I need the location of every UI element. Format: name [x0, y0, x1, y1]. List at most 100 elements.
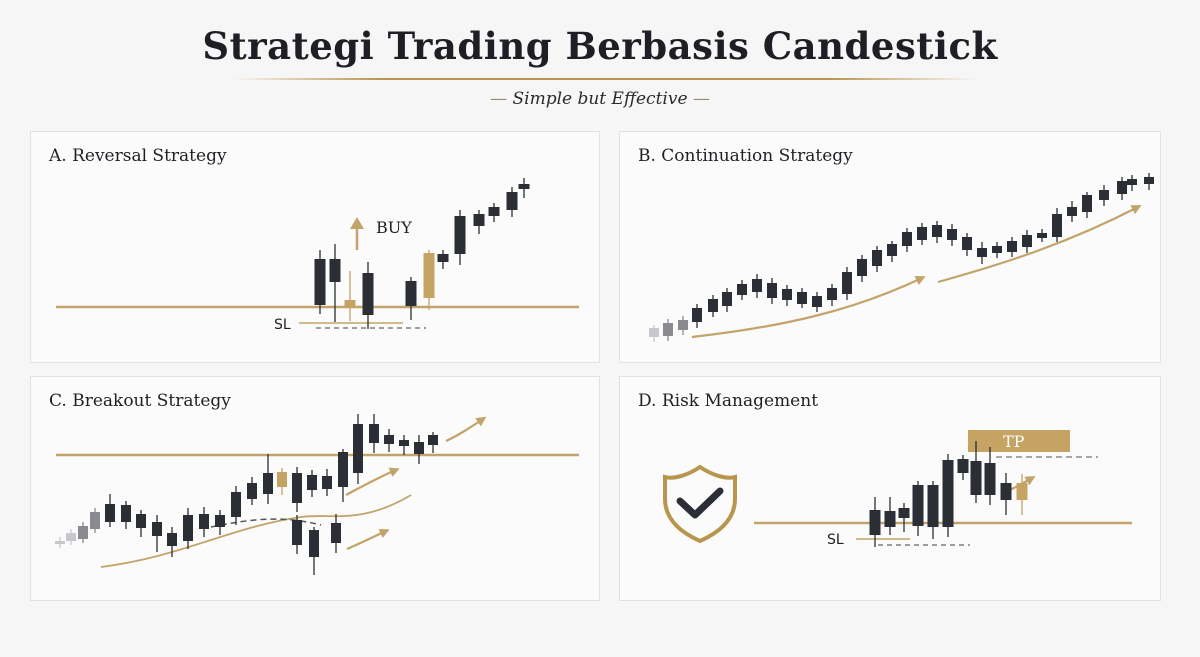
candle-body [722, 292, 732, 306]
continuation-strategy-diagram [649, 173, 1154, 342]
candle-body [917, 227, 927, 240]
breakout-strategy-diagram [55, 414, 579, 575]
continuation-candles [649, 173, 1154, 342]
candle-body [121, 505, 131, 522]
candle-body [692, 308, 702, 322]
panel-title-breakout: C. Breakout Strategy [49, 391, 231, 411]
candle-body [902, 232, 912, 246]
candle-body [767, 283, 777, 298]
candle-body [678, 320, 688, 330]
candle-body [977, 248, 987, 257]
candle-body [473, 214, 485, 226]
candle-body [307, 475, 317, 490]
candle-body [152, 522, 162, 536]
candle-body [857, 259, 867, 276]
candle-body [932, 225, 942, 237]
candle-body [663, 323, 673, 336]
panel-title-reversal: A. Reversal Strategy [49, 146, 227, 166]
candle-body [263, 473, 273, 494]
candle-body [454, 216, 466, 254]
breakout-strategy-panel: C. Breakout Strategy [30, 376, 600, 601]
candle-body [55, 541, 65, 544]
risk-candles [869, 441, 1028, 547]
candle-body [90, 512, 100, 529]
candle-body [518, 184, 530, 189]
candle-body [737, 284, 747, 295]
page-title: Strategi Trading Berbasis Candestick [202, 24, 998, 68]
candle-body [752, 279, 762, 292]
candle-body [488, 207, 500, 216]
candle-body [649, 328, 659, 337]
subtitle-dash-left: — [490, 89, 513, 109]
breakout-arrow-2 [445, 416, 487, 442]
candle-body [942, 460, 954, 527]
candle-body [437, 254, 449, 262]
reversal-strategy-panel: A. Reversal Strategy SL BUY [30, 131, 600, 363]
title-divider [232, 78, 978, 80]
shield-check-icon [663, 464, 737, 544]
candle-body [957, 459, 969, 473]
candle-body [1037, 233, 1047, 238]
trend-arrow-1 [691, 276, 926, 339]
trend-arrow-2 [937, 205, 1142, 284]
candle-body [423, 253, 435, 298]
candle-body [338, 452, 348, 487]
candle-body [1067, 207, 1077, 216]
candle-body [384, 435, 394, 444]
candle-body [362, 273, 374, 315]
candle-body [1000, 483, 1012, 500]
candle-body [827, 288, 837, 300]
reversal-candles [314, 178, 530, 329]
candle-body [314, 259, 326, 305]
continuation-strategy-panel: B. Continuation Strategy [619, 131, 1161, 363]
buy-arrow-icon [350, 217, 364, 250]
candle-body [167, 533, 177, 546]
candle-body [962, 237, 972, 250]
candle-body [414, 442, 424, 454]
candle-body [927, 485, 939, 527]
candle-body [309, 530, 319, 557]
candle-body [66, 533, 76, 541]
panel-title-continuation: B. Continuation Strategy [638, 146, 853, 166]
candle-body [797, 292, 807, 304]
candle-body [405, 281, 417, 306]
breakout-arrow-1 [345, 467, 400, 496]
candle-body [708, 299, 718, 312]
candle-body [344, 300, 356, 307]
panel-title-risk: D. Risk Management [638, 391, 819, 411]
candle-body [1117, 181, 1127, 194]
candle-body [869, 510, 881, 535]
candle-body [506, 192, 518, 210]
candle-body [1082, 195, 1092, 212]
candle-body [947, 229, 957, 240]
candle-body [292, 473, 302, 503]
candle-body [247, 483, 257, 499]
candle-body [842, 272, 852, 294]
candle-body [215, 515, 225, 527]
candle-body [1016, 483, 1028, 500]
candle-body [1144, 177, 1154, 184]
candle-body [183, 515, 193, 541]
candle-body [887, 244, 897, 256]
candle-body [231, 492, 241, 517]
candle-body [1099, 190, 1109, 200]
candle-body [105, 504, 115, 522]
candle-body [970, 461, 982, 495]
candle-body [1052, 214, 1062, 237]
breakout-arrow-3 [346, 528, 390, 551]
buy-label: BUY [376, 218, 412, 237]
candle-body [1007, 241, 1017, 252]
sl-label: SL [827, 532, 844, 548]
candle-body [322, 476, 332, 489]
candle-body [782, 289, 792, 300]
candle-body [78, 526, 88, 539]
candle-body [136, 514, 146, 528]
candle-body [277, 472, 287, 487]
take-profit-box [968, 430, 1070, 452]
candle-body [812, 296, 822, 307]
candle-body [331, 523, 341, 543]
candle-body [329, 259, 341, 282]
page-subtitle: — Simple but Effective — [0, 89, 1200, 109]
candle-body [353, 424, 363, 473]
candle-body [369, 424, 379, 443]
